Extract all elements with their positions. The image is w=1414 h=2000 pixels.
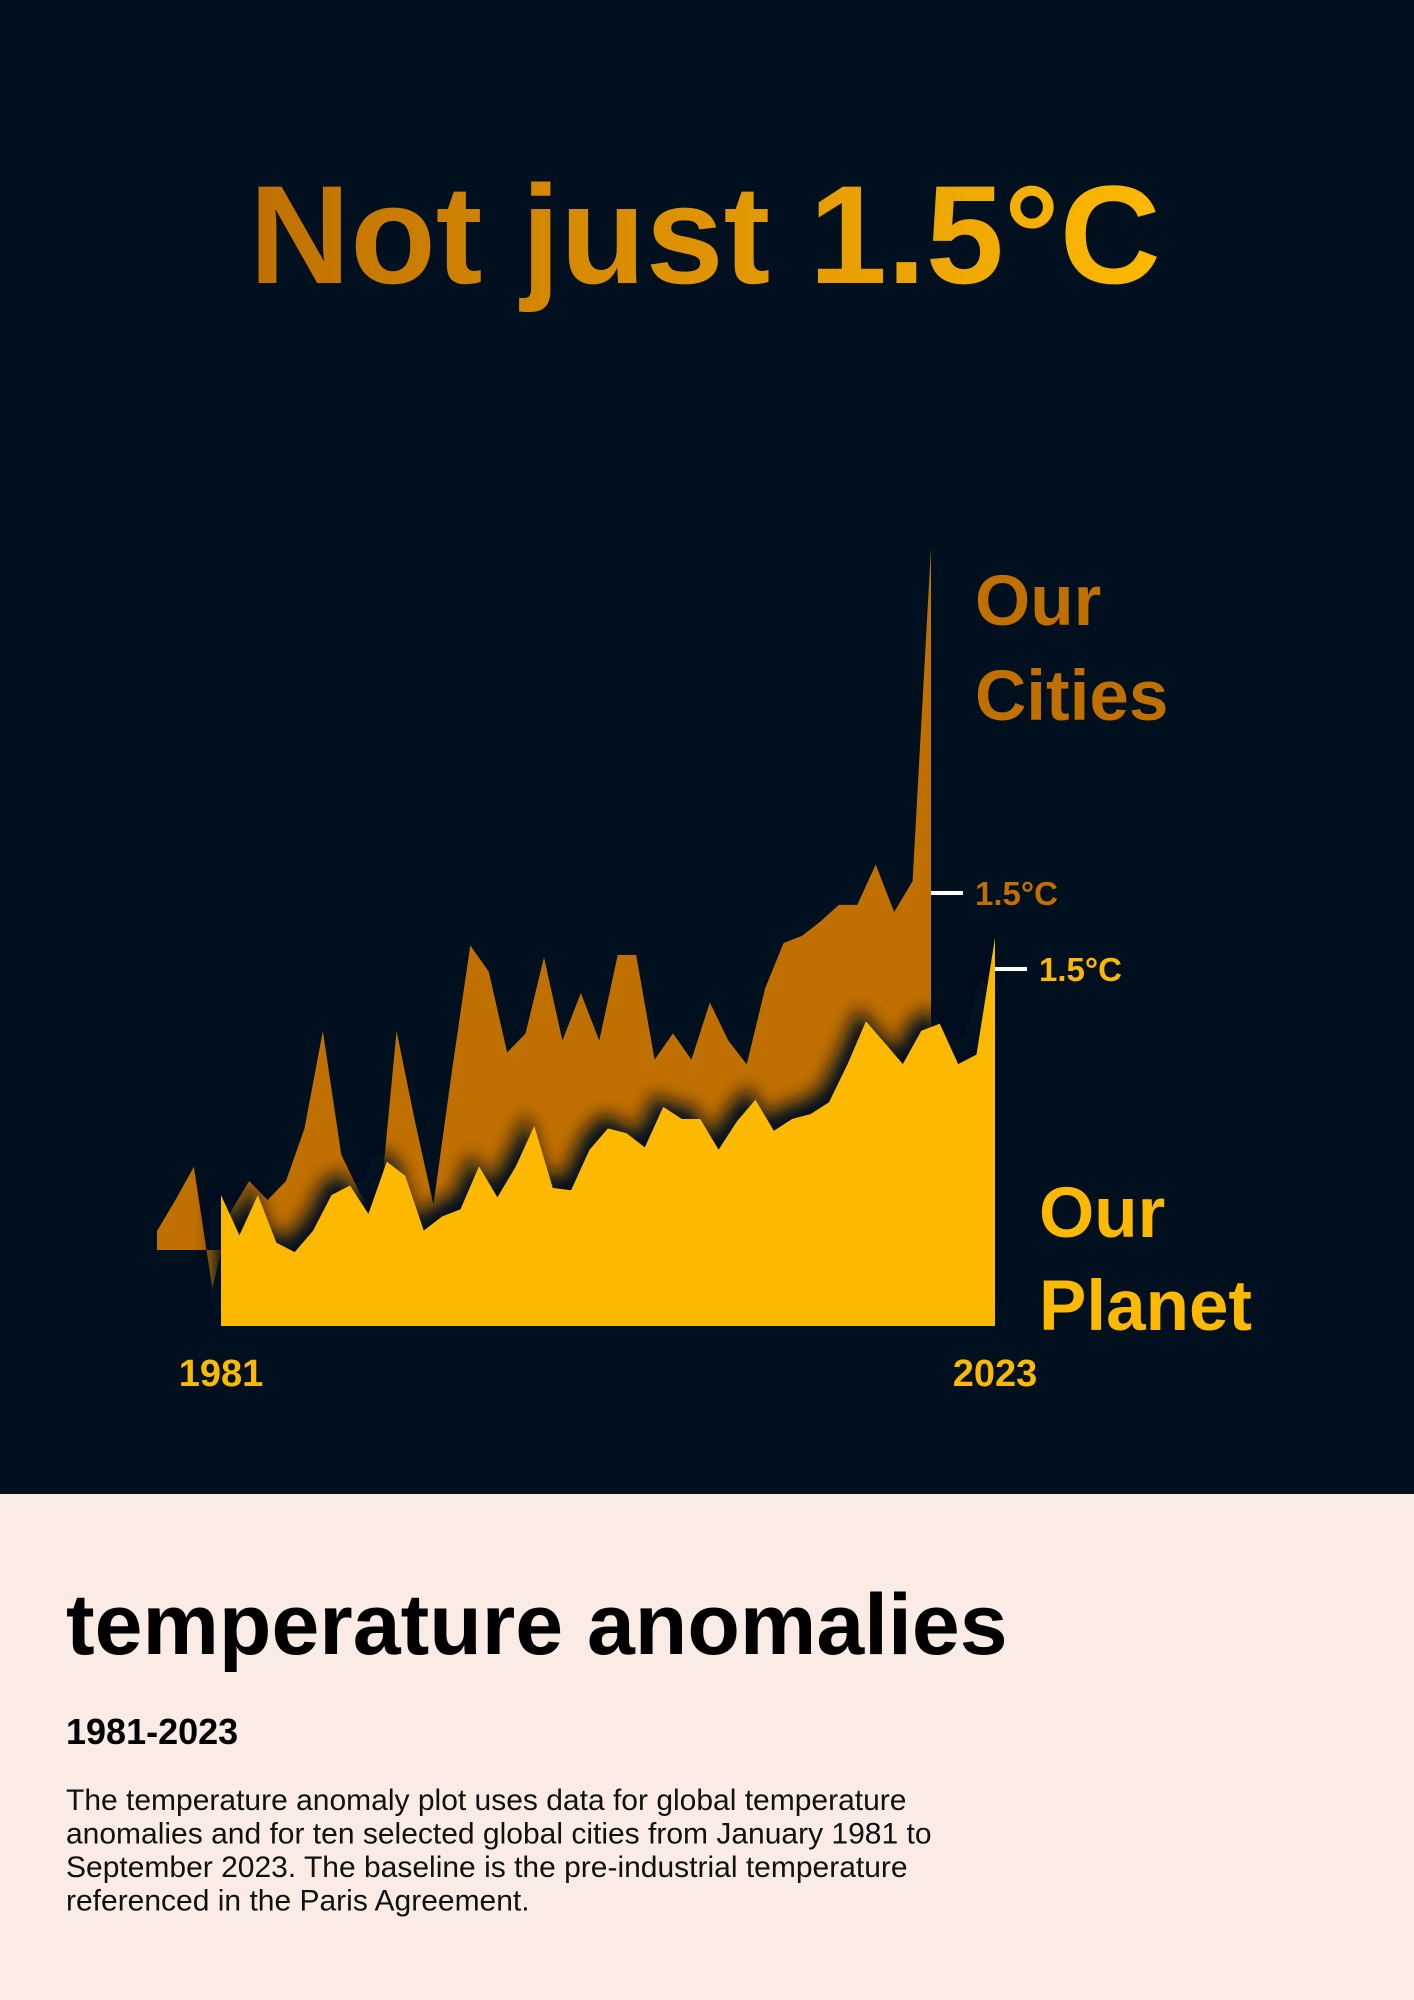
caption-title: temperature anomalies — [66, 1577, 1008, 1673]
x-tick-label: 1981 — [179, 1353, 264, 1395]
series-label: Our Cities — [975, 562, 1168, 736]
threshold-label: 1.5°C — [975, 875, 1058, 912]
caption-subtitle: 1981-2023 — [66, 1711, 238, 1752]
x-tick-label: 2023 — [953, 1353, 1038, 1395]
description-line: anomalies and for ten selected global ci… — [66, 1818, 932, 1851]
description-line: The temperature anomaly plot uses data f… — [66, 1784, 906, 1817]
caption-background — [0, 1494, 1414, 2000]
plot: 1.5°C Our Cities 1.5°C Our Planet 1981 2023 — [157, 547, 1252, 1395]
area — [157, 547, 931, 1289]
area — [221, 938, 995, 1326]
description-line: September 2023. The baseline is the pre-… — [66, 1851, 908, 1884]
description: The temperature anomaly plot uses data f… — [66, 1784, 932, 1918]
description-line: referenced in the Paris Agreement. — [66, 1885, 530, 1918]
threshold-label: 1.5°C — [1039, 951, 1122, 988]
series-label: Our Planet — [1039, 1174, 1252, 1346]
chart-title: Not just 1.5°C — [249, 156, 1161, 313]
